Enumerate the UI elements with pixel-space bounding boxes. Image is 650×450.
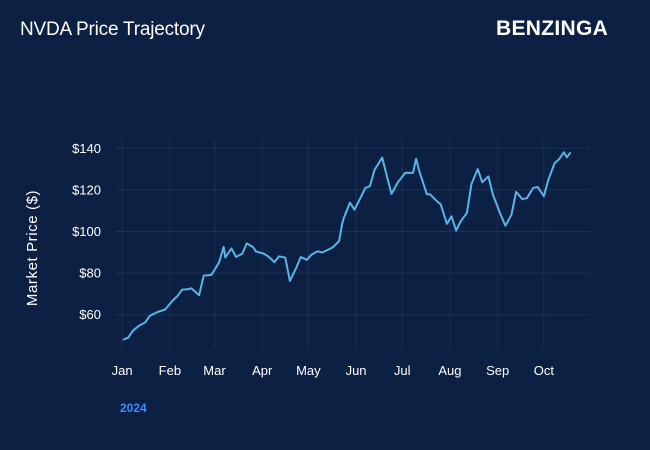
x-tick-label: May [296,363,321,378]
chart-title: NVDA Price Trajectory [20,19,205,40]
y-tick-label: $80 [79,266,101,281]
y-tick-label: $100 [72,224,101,239]
x-tick-label: Jan [112,363,133,378]
benzinga-logo: BENZINGA [496,17,609,40]
x-tick-label: Sep [486,363,509,378]
series-group [122,151,571,341]
x-tick-label: Jul [394,363,411,378]
y-axis-ticks: $60 $80 $100 $120 $140 [72,141,101,322]
y-tick-label: $140 [72,141,101,156]
y-tick-label: $120 [72,182,101,197]
x-axis-year-label: 2024 [120,401,147,415]
nvda-price-line [122,151,571,341]
x-tick-label: Feb [159,363,181,378]
x-axis-ticks: Jan Feb Mar Apr May Jun Jul Aug Sep Oct [112,363,555,378]
x-tick-label: Aug [438,363,461,378]
y-axis-label: Market Price ($) [24,190,41,306]
grid-lines [116,140,590,348]
x-tick-label: Jun [346,363,367,378]
y-tick-label: $60 [79,307,101,322]
x-tick-label: Mar [203,363,226,378]
x-tick-label: Oct [534,363,555,378]
x-tick-label: Apr [252,363,273,378]
